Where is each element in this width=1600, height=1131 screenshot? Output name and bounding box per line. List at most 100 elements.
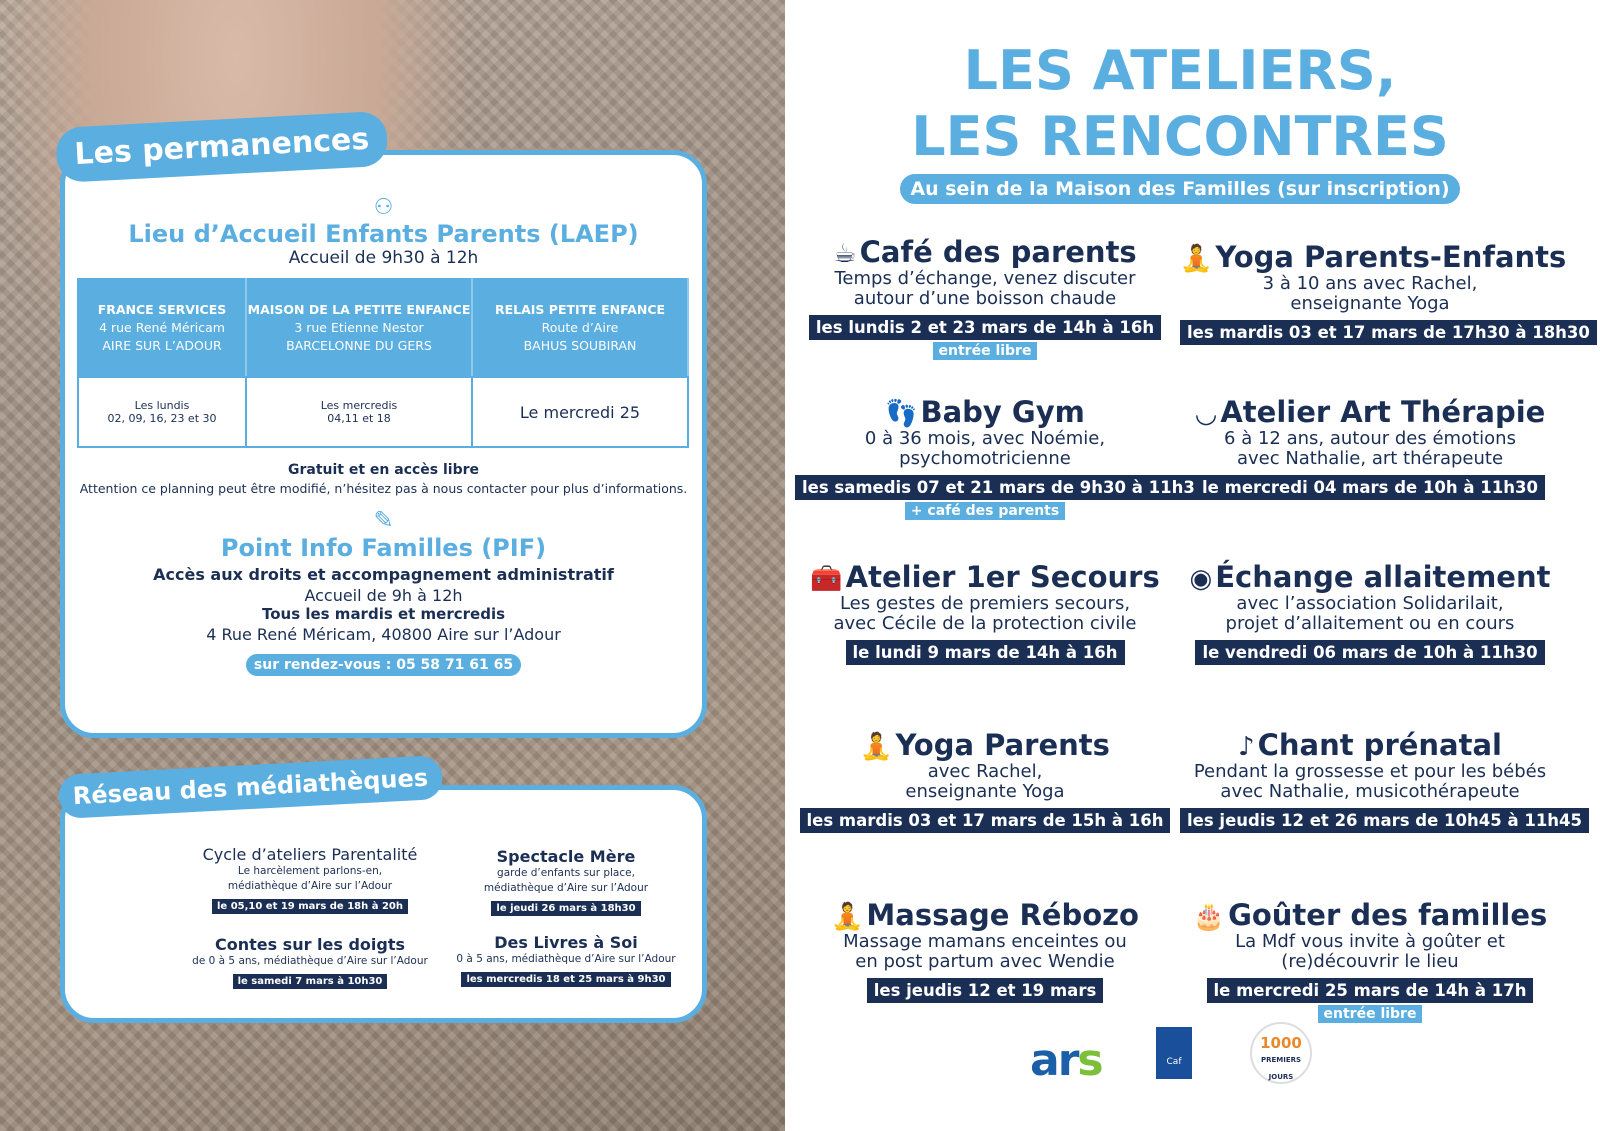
pif-address: 4 Rue René Méricam, 40800 Aire sur l’Ado… [206,625,561,644]
activity-desc: psychomotricienne [899,448,1071,469]
activity-tag: + café des parents [904,502,1066,520]
activity-title: 🧘 Yoga Parents-Enfants [1180,240,1567,274]
activity-desc: autour d’une boisson chaude [853,288,1117,309]
event-date: le samedi 7 mars à 10h30 [232,974,388,989]
smile-icon: ◡ [1194,399,1218,429]
activity-desc: projet d’allaitement ou en cours [1225,613,1515,634]
table-header: RELAIS PETITE ENFANCE Route d’Aire BAHUS S… [471,278,689,378]
activity-date: le lundi 9 mars de 14h à 16h [845,640,1125,665]
main-title-line1: LES ATELIERS, [963,39,1397,102]
event-desc: 0 à 5 ans, médiathèque d’Aire sur l’Adou… [456,953,676,965]
event-title: Cycle d’ateliers Parentalité [202,845,418,864]
ars-logo: ars [1030,1035,1104,1086]
event-date: le jeudi 26 mars à 18h30 [491,901,641,916]
music-note-icon: ♪ [1237,732,1255,762]
activity-date: les mardis 03 et 17 mars de 17h30 à 18h3… [1180,320,1597,345]
activity-title: 🧘 Yoga Parents [860,728,1110,762]
free-access-note: Gratuit et en accès libre [287,462,480,478]
activity-desc: avec Nathalie, musicothérapeute [1220,781,1520,802]
event-title: Spectacle Mère [496,847,636,866]
activity-date: les lundis 2 et 23 mars de 14h à 16h [808,315,1162,340]
mediatheque-event: Cycle d’ateliers Parentalité Le harcèlem… [170,845,450,914]
event-date: le 05,10 et 19 mars de 18h à 20h [212,899,408,914]
yoga-icon: 🧘 [1180,244,1213,274]
activity-card: 🧘 Massage Rébozo Massage mamans enceintes… [795,898,1175,1003]
activity-title: 🧰 Atelier 1er Secours [810,560,1160,594]
activity-title: 🎂 Goûter des familles [1192,898,1548,932]
activity-date: les jeudis 12 et 19 mars [866,978,1104,1003]
appointment-phone[interactable]: sur rendez-vous : 05 58 71 61 65 [245,654,522,676]
activity-desc: Les gestes de premiers secours, [839,593,1131,614]
activity-card: 🎂 Goûter des familles La Mdf vous invite … [1180,898,1560,1023]
activity-desc: 6 à 12 ans, autour des émotions [1224,428,1516,449]
massage-icon: 🧘 [831,902,864,932]
activity-title: ◡ Atelier Art Thérapie [1194,395,1546,429]
activity-desc: enseignante Yoga [905,781,1065,802]
breastfeeding-icon: ◉ [1189,564,1213,594]
pif-title: Point Info Familles (PIF) [220,534,547,562]
activity-date: les samedis 07 et 21 mars de 9h30 à 11h3… [795,475,1214,500]
mediatheque-event: Des Livres à Soi 0 à 5 ans, médiathèque … [426,933,706,987]
activity-card: ♪ Chant prénatal Pendant la grossesse et … [1180,728,1590,833]
permanences-card: ⚇ Lieu d’Accueil Enfants Parents (LAEP) … [60,150,707,738]
activity-desc: Pendant la grossesse et pour les bébés [1193,761,1547,782]
pif-subtitle: Accès aux droits et accompagnement admin… [153,565,614,584]
pif-days: Tous les mardis et mercredis [261,605,506,623]
activity-date: les mardis 03 et 17 mars de 15h à 16h [799,808,1171,833]
main-title-line2: LES RENCONTRES [911,105,1449,168]
activity-title: 🧘 Massage Rébozo [831,898,1139,932]
activity-title: ☕ Café des parents [833,235,1137,269]
activity-card: 🧰 Atelier 1er Secours Les gestes de premi… [795,560,1175,665]
event-date: les mercredis 18 et 25 mars à 9h30 [461,972,671,987]
activity-desc: enseignante Yoga [1290,293,1450,314]
event-title: Des Livres à Soi [494,933,638,952]
activity-title: 👣 Baby Gym [885,395,1085,429]
activity-desc: La Mdf vous invite à goûter et [1235,931,1505,952]
planning-notice: Attention ce planning peut être modifié,… [79,481,688,496]
activity-date: le vendredi 06 mars de 10h à 11h30 [1195,640,1545,665]
activity-desc: avec Nathalie, art thérapeute [1236,448,1504,469]
coffee-cup-icon: ☕ [833,239,857,269]
pif-hours: Accueil de 9h à 12h [304,586,463,605]
footprints-icon: 👣 [885,399,918,429]
laep-schedule-table: FRANCE SERVICES 4 rue René Méricam AIRE SU… [77,278,689,448]
activity-desc: avec Cécile de la protection civile [833,613,1137,634]
activity-date: le mercredi 25 mars de 14h à 17h [1206,978,1534,1003]
activity-desc: avec l’association Solidarilait, [1236,593,1504,614]
document-pen-icon: ✎ [373,506,394,534]
event-desc: Le harcèlement parlons-en, [237,865,383,877]
mediatheque-event: Contes sur les doigts de 0 à 5 ans, médi… [170,935,450,989]
event-desc: de 0 à 5 ans, médiathèque d’Aire sur l’A… [192,955,428,967]
table-cell: Les mercredis 04,11 et 18 [245,376,473,448]
activity-date: les jeudis 12 et 26 mars de 10h45 à 11h4… [1180,808,1590,833]
laep-hours: Accueil de 9h30 à 12h [288,248,479,268]
first-aid-kit-icon: 🧰 [810,564,843,594]
activity-desc: Massage mamans enceintes ou [843,931,1127,952]
subtitle-pill: Au sein de la Maison des Familles (sur i… [900,174,1460,204]
activity-card: ☕ Café des parents Temps d’échange, venez… [795,235,1175,360]
cake-icon: 🎂 [1192,902,1226,932]
event-desc: garde d’enfants sur place, [497,867,635,879]
activity-card: 🧘 Yoga Parents-Enfants 3 à 10 ans avec Ra… [1180,240,1597,345]
activity-desc: en post partum avec Wendie [855,951,1115,972]
activity-desc: 0 à 36 mois, avec Noémie, [864,428,1106,449]
activity-date: le mercredi 04 mars de 10h à 11h30 [1195,475,1545,500]
table-cell: Les lundis 02, 09, 16, 23 et 30 [77,376,247,448]
table-header: MAISON DE LA PETITE ENFANCE 3 rue Etienne… [245,278,473,378]
table-header: FRANCE SERVICES 4 rue René Méricam AIRE SU… [77,278,247,378]
activity-tag: entrée libre [932,342,1038,360]
activity-card: ◡ Atelier Art Thérapie 6 à 12 ans, autour… [1180,395,1560,500]
laep-title: Lieu d’Accueil Enfants Parents (LAEP) [128,220,639,248]
activity-title: ♪ Chant prénatal [1237,728,1502,762]
event-desc: médiathèque d’Aire sur l’Adour [483,882,649,894]
event-title: Contes sur les doigts [214,935,406,954]
activity-card: ◉ Échange allaitement avec l’association … [1180,560,1560,665]
activity-desc: (re)découvrir le lieu [1281,951,1459,972]
activity-desc: avec Rachel, [927,761,1043,782]
activity-card: 🧘 Yoga Parents avec Rachel, enseignante Y… [795,728,1175,833]
activity-card: 👣 Baby Gym 0 à 36 mois, avec Noémie, psyc… [795,395,1214,520]
1000-premiers-jours-logo: 1000 PREMIERS JOURS [1250,1022,1312,1084]
event-desc: médiathèque d’Aire sur l’Adour [227,880,393,892]
table-cell: Le mercredi 25 [471,376,689,448]
yoga-icon: 🧘 [860,732,893,762]
